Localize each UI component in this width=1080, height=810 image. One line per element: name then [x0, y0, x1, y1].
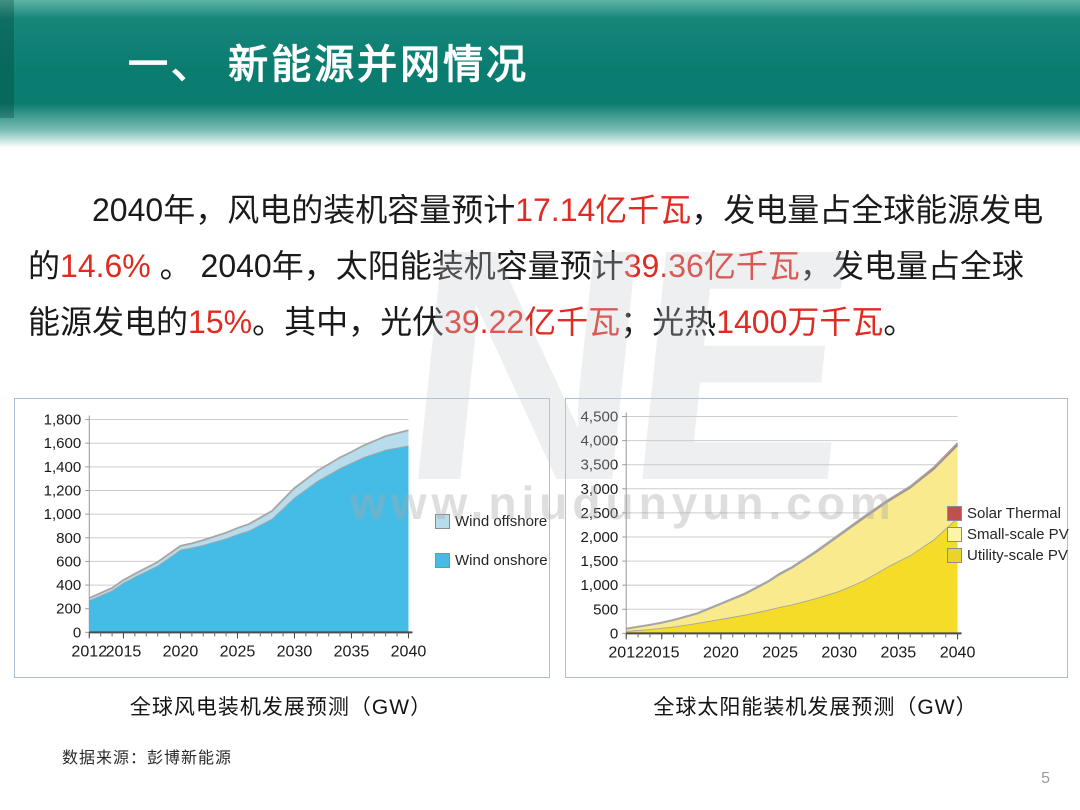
svg-text:2012: 2012	[608, 643, 644, 661]
chart-canvas: 0 200 400 600 800 1,000 1,200 1,400 1,600 1,800 20…	[44, 412, 427, 661]
source-note: 数据来源：彭博新能源	[62, 750, 233, 767]
legend-item: Solar Thermal	[947, 505, 1069, 522]
svg-text:2035: 2035	[334, 642, 370, 660]
svg-text:200: 200	[56, 601, 81, 618]
legend-swatch-icon	[435, 553, 450, 568]
svg-text:2030: 2030	[821, 643, 857, 661]
svg-text:1,000: 1,000	[44, 506, 82, 523]
highlight-text-segment: 39.36亿千瓦	[623, 248, 800, 284]
svg-text:3,000: 3,000	[581, 481, 619, 498]
svg-text:2015: 2015	[106, 642, 142, 660]
svg-text:2030: 2030	[277, 642, 313, 660]
legend-item: Small-scale PV	[947, 526, 1069, 543]
solar-chart: 0 500 1,000 1,500 2,000 2,500 3,000 3,500 4,000 4…	[565, 398, 1069, 678]
svg-text:0: 0	[73, 624, 81, 641]
svg-text:2012: 2012	[71, 642, 107, 660]
legend-label: Solar Thermal	[967, 505, 1061, 522]
text-segment: 。	[883, 304, 916, 340]
svg-text:1,800: 1,800	[44, 412, 82, 429]
legend-label: Utility-scale PV	[967, 547, 1068, 564]
page-title: 一、 新能源并网情况	[128, 43, 530, 87]
svg-text:1,500: 1,500	[581, 553, 619, 570]
svg-text:1,000: 1,000	[581, 577, 619, 594]
svg-text:2,500: 2,500	[581, 505, 619, 522]
legend-label: Small-scale PV	[967, 526, 1069, 543]
svg-text:2040: 2040	[940, 643, 976, 661]
text-segment: ，发电量占全球能源发电的	[28, 248, 1024, 340]
legend-item: Wind onshore	[435, 552, 548, 569]
svg-text:3,500: 3,500	[581, 457, 619, 474]
svg-text:2025: 2025	[220, 642, 256, 660]
svg-text:1,200: 1,200	[44, 483, 82, 500]
text-segment: 。 2040年，太阳能装机容量预计	[150, 248, 624, 284]
svg-text:600: 600	[56, 553, 81, 570]
chart-legend: Solar Thermal Small-scale PV Utility-scale…	[947, 505, 1069, 564]
wind-chart: 0 200 400 600 800 1,000 1,200 1,400 1,600 1,800 20…	[14, 398, 550, 678]
chart-legend: Wind offshore Wind onshore	[435, 513, 548, 569]
legend-swatch-icon	[947, 527, 962, 542]
svg-text:2,000: 2,000	[581, 529, 619, 546]
highlight-text-segment: 39.22亿千瓦	[444, 304, 621, 340]
svg-text:400: 400	[56, 577, 81, 594]
highlight-text-segment: 14.6%	[60, 248, 151, 284]
text-segment: ，发电量占全球能源发电的	[28, 192, 1044, 284]
svg-text:500: 500	[593, 601, 618, 618]
highlight-text-segment: 1400万千瓦	[716, 304, 884, 340]
svg-text:1,600: 1,600	[44, 435, 82, 452]
highlight-text-segment: 17.14亿千瓦	[515, 192, 692, 228]
svg-text:2040: 2040	[391, 642, 427, 660]
wind-chart-caption: 全球风电装机发展预测（GW）	[129, 696, 433, 719]
svg-text:4,000: 4,000	[581, 433, 619, 450]
legend-item: Utility-scale PV	[947, 547, 1069, 564]
svg-text:2020: 2020	[163, 642, 199, 660]
svg-text:2020: 2020	[703, 643, 739, 661]
svg-text:800: 800	[56, 530, 81, 547]
body-paragraph: 2040年，风电的装机容量预计17.14亿千瓦，发电量占全球能源发电的14.6%…	[28, 182, 1054, 350]
text-segment: 2040年，风电的装机容量预计	[92, 192, 516, 228]
svg-text:0: 0	[610, 625, 618, 642]
solar-chart-caption: 全球太阳能装机发展预测（GW）	[653, 696, 978, 719]
svg-text:2015: 2015	[644, 643, 680, 661]
legend-item: Wind offshore	[435, 513, 548, 530]
text-segment: ；光热	[620, 304, 717, 340]
title-banner: 一、 新能源并网情况	[0, 0, 1080, 152]
highlight-text-segment: 15%	[188, 304, 253, 340]
legend-swatch-icon	[435, 514, 450, 529]
legend-swatch-icon	[947, 548, 962, 563]
legend-swatch-icon	[947, 506, 962, 521]
svg-text:2025: 2025	[762, 643, 798, 661]
banner-left-strip	[0, 0, 14, 118]
legend-label: Wind offshore	[455, 513, 548, 530]
svg-text:2035: 2035	[881, 643, 917, 661]
text-segment: 。其中，光伏	[252, 304, 445, 340]
chart-canvas: 0 500 1,000 1,500 2,000 2,500 3,000 3,500 4,000 4…	[581, 409, 976, 662]
svg-text:4,500: 4,500	[581, 409, 619, 426]
page-number: 5	[1041, 770, 1050, 787]
svg-text:1,400: 1,400	[44, 459, 82, 476]
legend-label: Wind onshore	[455, 552, 548, 569]
